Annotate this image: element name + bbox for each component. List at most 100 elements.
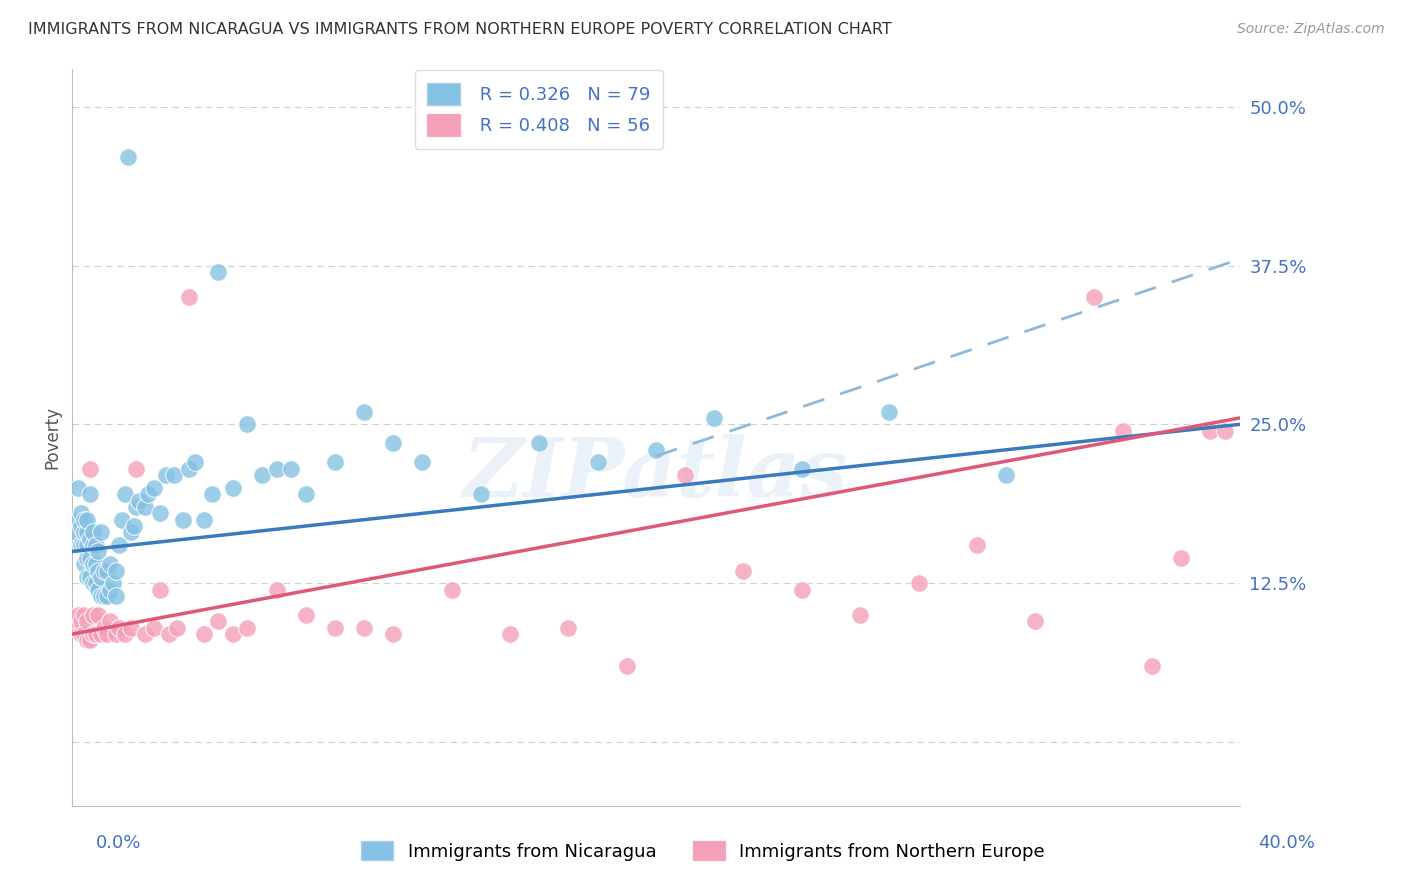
Point xyxy=(82,525,104,540)
Point xyxy=(82,627,104,641)
Point xyxy=(114,487,136,501)
Point xyxy=(79,487,101,501)
Point xyxy=(76,633,98,648)
Point xyxy=(96,564,118,578)
Point xyxy=(76,550,98,565)
Text: IMMIGRANTS FROM NICARAGUA VS IMMIGRANTS FROM NORTHERN EUROPE POVERTY CORRELATION: IMMIGRANTS FROM NICARAGUA VS IMMIGRANTS … xyxy=(28,22,891,37)
Point xyxy=(733,564,755,578)
Point xyxy=(222,627,245,641)
Point xyxy=(87,582,110,597)
Point xyxy=(90,525,112,540)
Point xyxy=(166,621,188,635)
Point xyxy=(82,607,104,622)
Point xyxy=(90,589,112,603)
Point xyxy=(266,462,288,476)
Text: 40.0%: 40.0% xyxy=(1258,834,1315,852)
Point xyxy=(236,621,259,635)
Point xyxy=(266,582,288,597)
Point xyxy=(111,513,134,527)
Point xyxy=(411,455,433,469)
Point xyxy=(440,582,463,597)
Point xyxy=(1199,424,1222,438)
Point xyxy=(84,576,107,591)
Point xyxy=(63,525,86,540)
Point xyxy=(108,538,131,552)
Point xyxy=(207,615,229,629)
Point xyxy=(323,621,346,635)
Point xyxy=(644,442,666,457)
Point xyxy=(193,627,215,641)
Point xyxy=(87,544,110,558)
Point xyxy=(134,500,156,514)
Legend: Immigrants from Nicaragua, Immigrants from Northern Europe: Immigrants from Nicaragua, Immigrants fr… xyxy=(352,832,1054,870)
Y-axis label: Poverty: Poverty xyxy=(44,406,60,468)
Point xyxy=(93,621,115,635)
Point xyxy=(134,627,156,641)
Point xyxy=(82,538,104,552)
Point xyxy=(294,607,316,622)
Point xyxy=(128,493,150,508)
Text: Source: ZipAtlas.com: Source: ZipAtlas.com xyxy=(1237,22,1385,37)
Point xyxy=(616,658,638,673)
Point xyxy=(163,468,186,483)
Point xyxy=(193,513,215,527)
Point xyxy=(70,627,93,641)
Point xyxy=(70,506,93,520)
Point xyxy=(96,589,118,603)
Point xyxy=(222,481,245,495)
Point xyxy=(120,525,142,540)
Point xyxy=(703,411,725,425)
Point xyxy=(90,627,112,641)
Point xyxy=(70,538,93,552)
Point xyxy=(98,582,121,597)
Point xyxy=(122,519,145,533)
Point xyxy=(84,538,107,552)
Point xyxy=(527,436,550,450)
Point xyxy=(907,576,929,591)
Point xyxy=(499,627,522,641)
Point xyxy=(323,455,346,469)
Point xyxy=(63,621,86,635)
Point xyxy=(201,487,224,501)
Point xyxy=(84,627,107,641)
Point xyxy=(136,487,159,501)
Point xyxy=(87,607,110,622)
Point xyxy=(105,564,128,578)
Point xyxy=(79,570,101,584)
Point xyxy=(353,621,375,635)
Point xyxy=(79,532,101,546)
Point xyxy=(76,615,98,629)
Point xyxy=(96,627,118,641)
Point xyxy=(142,481,165,495)
Point xyxy=(70,519,93,533)
Point xyxy=(849,607,872,622)
Point xyxy=(73,513,96,527)
Point xyxy=(67,607,90,622)
Point xyxy=(1112,424,1135,438)
Point xyxy=(382,436,405,450)
Point xyxy=(1170,550,1192,565)
Point xyxy=(280,462,302,476)
Point xyxy=(98,615,121,629)
Point xyxy=(87,564,110,578)
Point xyxy=(1024,615,1046,629)
Point xyxy=(673,468,696,483)
Point xyxy=(82,557,104,571)
Point xyxy=(966,538,988,552)
Text: ZIPatlas: ZIPatlas xyxy=(463,434,849,514)
Point xyxy=(353,405,375,419)
Point xyxy=(155,468,177,483)
Point xyxy=(67,513,90,527)
Point xyxy=(76,538,98,552)
Point xyxy=(250,468,273,483)
Point xyxy=(120,621,142,635)
Point xyxy=(76,525,98,540)
Point xyxy=(101,576,124,591)
Point xyxy=(177,290,200,304)
Point xyxy=(236,417,259,432)
Point xyxy=(105,627,128,641)
Point xyxy=(73,607,96,622)
Point xyxy=(149,506,172,520)
Point xyxy=(177,462,200,476)
Point xyxy=(79,550,101,565)
